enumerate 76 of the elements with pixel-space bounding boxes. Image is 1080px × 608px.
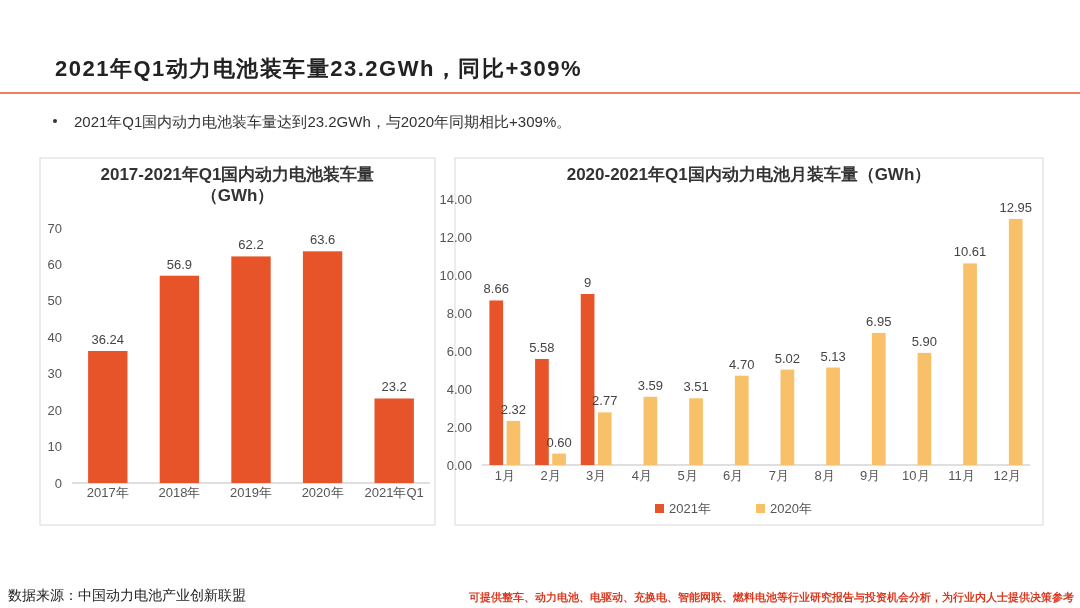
bar (597, 412, 612, 465)
bar (871, 332, 886, 465)
y-tick-label: 40 (47, 329, 62, 345)
x-tick-label: 7月 (768, 468, 789, 483)
x-tick-label: 2018年 (158, 485, 201, 500)
x-tick-label: 2020年 (301, 485, 344, 500)
y-tick-label: 0 (54, 475, 62, 491)
y-tick-label: 50 (47, 293, 62, 309)
x-tick-label: 9月 (860, 468, 881, 483)
y-tick-label: 70 (47, 220, 62, 236)
data-label: 23.2 (381, 379, 407, 395)
x-tick-label: 2021年Q1 (364, 485, 424, 500)
y-tick-label: 0.00 (446, 457, 472, 473)
y-tick-label: 60 (47, 256, 62, 272)
bar (1008, 218, 1023, 465)
y-tick-label: 20 (47, 402, 62, 418)
x-tick-label: 11月 (948, 468, 975, 483)
bar (374, 398, 414, 483)
data-label: 12.95 (999, 199, 1032, 215)
legend-label: 2021年 (669, 501, 711, 516)
x-tick-label: 4月 (631, 468, 652, 483)
data-label: 9 (583, 275, 592, 290)
bar (231, 256, 271, 483)
text: 可提供整车、动力电池、电驱动、充换电、智能网联、燃料电池等行业研究报告与投资机会分析，为行业内人士提供决策参考 (468, 591, 1074, 604)
y-tick-label: 4.00 (446, 381, 472, 397)
x-tick-label: 5月 (677, 468, 698, 483)
y-tick-label: 12.00 (439, 229, 472, 245)
bar (159, 275, 200, 483)
data-label: 62.2 (238, 237, 264, 253)
source-note: 数据来源：中国动力电池产业创新联盟 (8, 587, 246, 603)
data-label: 5.13 (820, 348, 846, 364)
y-tick-label: 2.00 (446, 419, 472, 435)
data-label: 4.70 (729, 356, 755, 372)
text: 2021年Q1国内动力电池装车量达到23.2GWh，与2020年同期相比+309%。 (74, 113, 572, 130)
data-label: 10.61 (953, 244, 987, 260)
data-label: 5.58 (529, 339, 555, 355)
y-tick-label: 14.00 (439, 191, 472, 207)
data-label: 6.95 (866, 313, 892, 329)
y-tick-label: 10.00 (439, 267, 472, 283)
bar (552, 453, 566, 465)
x-tick-label: 6月 (723, 468, 744, 483)
x-tick-label: 2月 (540, 468, 561, 483)
x-tick-label: 2017年 (86, 485, 129, 500)
data-label: 3.51 (683, 379, 709, 395)
y-tick-label: 6.00 (446, 343, 472, 359)
x-tick-label: 12月 (993, 468, 1021, 483)
data-label: 3.59 (637, 377, 664, 393)
x-tick-label: 1月 (494, 468, 515, 483)
bar (734, 375, 749, 465)
bar (302, 251, 343, 483)
x-tick-label: 10月 (902, 468, 930, 483)
y-tick-label: 8.00 (446, 305, 472, 321)
bar (826, 367, 840, 465)
x-tick-label: 2019年 (230, 485, 272, 500)
data-label: 5.02 (774, 350, 801, 366)
bar (506, 420, 521, 465)
bar (780, 369, 795, 465)
bar (963, 263, 977, 465)
y-tick-label: 30 (47, 366, 62, 382)
text: 2021年Q1动力电池装车量23.2GWh，同比+309% (55, 56, 583, 81)
x-tick-label: 3月 (586, 468, 607, 483)
legend-label: 2020年 (770, 501, 812, 516)
bar (643, 396, 658, 465)
chart-title: 2017-2021年Q1国内动力电池装车量（GWh） (100, 165, 375, 205)
data-label: 8.66 (483, 281, 509, 297)
data-label: 36.24 (91, 331, 125, 347)
bar (88, 350, 128, 483)
data-label: 63.6 (309, 232, 336, 248)
data-label: 5.90 (911, 333, 938, 349)
y-tick-label: 10 (47, 439, 62, 455)
bar (535, 358, 549, 465)
x-tick-label: 8月 (814, 468, 835, 483)
bar (689, 398, 703, 465)
data-label: 56.9 (166, 256, 193, 272)
chart-title: 2020-2021年Q1国内动力电池月装车量（GWh） (566, 165, 932, 184)
bar (917, 352, 932, 465)
